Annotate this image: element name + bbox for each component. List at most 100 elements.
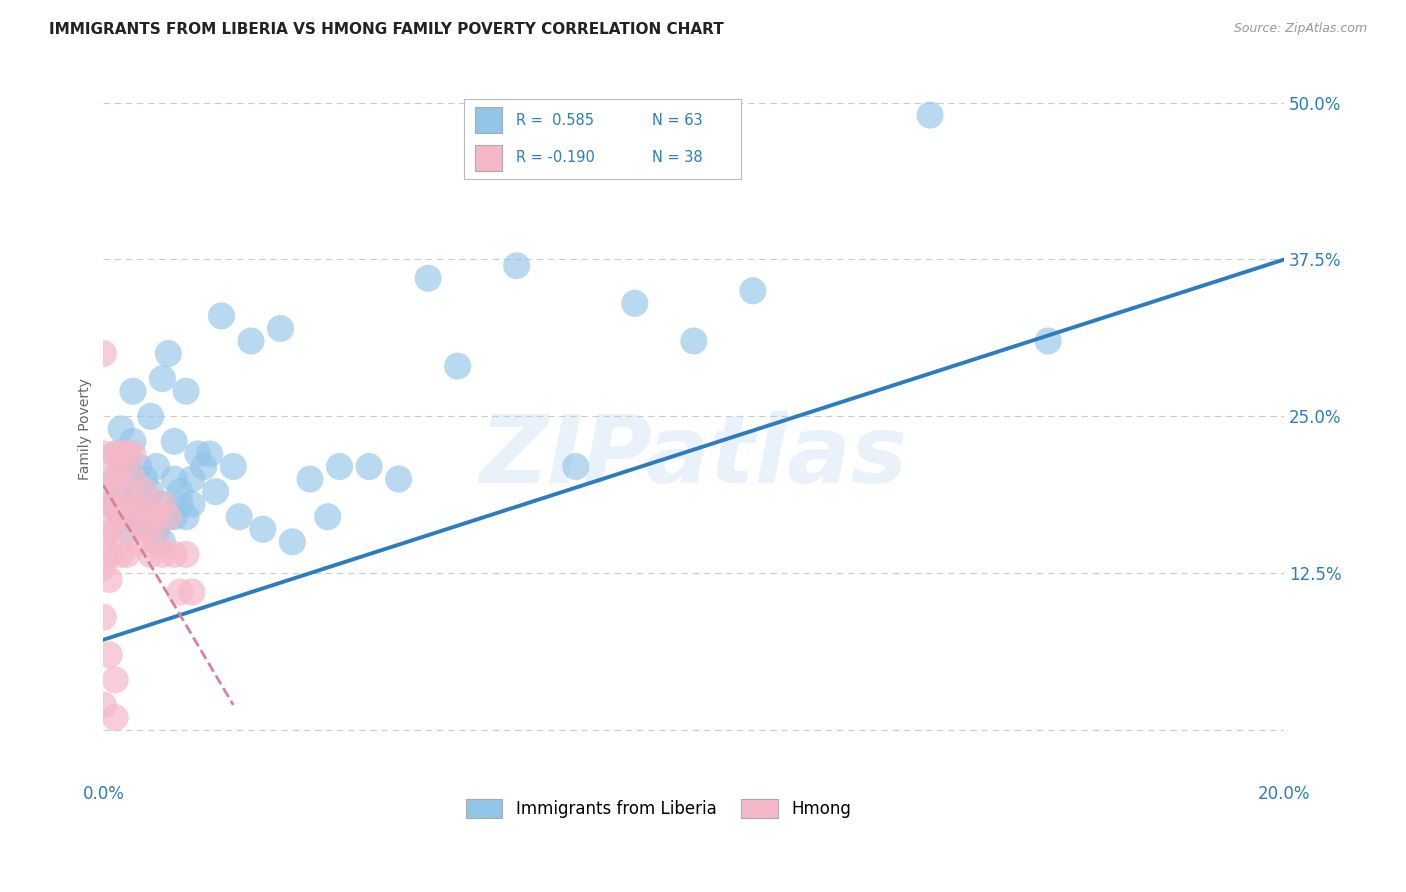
Point	[134, 472, 156, 486]
Point	[93, 698, 115, 712]
Point	[181, 472, 204, 486]
Point	[122, 434, 145, 449]
Point	[169, 497, 191, 511]
Point	[98, 548, 121, 562]
Point	[110, 484, 132, 499]
Point	[204, 484, 226, 499]
Point	[281, 534, 304, 549]
Point	[359, 459, 381, 474]
Point	[299, 472, 322, 486]
Point	[152, 497, 174, 511]
Point	[163, 434, 186, 449]
Y-axis label: Family Poverty: Family Poverty	[79, 378, 93, 480]
Point	[93, 610, 115, 624]
Point	[174, 509, 197, 524]
Point	[134, 522, 156, 536]
Point	[139, 509, 162, 524]
Point	[122, 472, 145, 486]
Point	[174, 548, 197, 562]
Point	[104, 497, 127, 511]
Text: ZIPatlas: ZIPatlas	[479, 411, 908, 503]
Point	[139, 484, 162, 499]
Point	[93, 447, 115, 461]
Point	[139, 548, 162, 562]
Point	[128, 497, 150, 511]
Point	[505, 259, 527, 273]
Point	[139, 409, 162, 424]
Point	[134, 522, 156, 536]
Point	[115, 459, 138, 474]
Point	[122, 497, 145, 511]
Point	[157, 346, 180, 360]
Point	[110, 509, 132, 524]
Point	[252, 522, 274, 536]
Point	[104, 710, 127, 724]
Point	[128, 484, 150, 499]
Point	[187, 447, 209, 461]
Point	[104, 522, 127, 536]
Point	[115, 548, 138, 562]
Point	[98, 522, 121, 536]
Point	[388, 472, 411, 486]
Point	[181, 585, 204, 599]
Point	[181, 497, 204, 511]
Point	[128, 534, 150, 549]
Point	[115, 522, 138, 536]
Point	[98, 497, 121, 511]
Point	[110, 472, 132, 486]
Point	[115, 497, 138, 511]
Point	[98, 497, 121, 511]
Point	[122, 384, 145, 399]
Point	[193, 459, 215, 474]
Point	[152, 534, 174, 549]
Point	[122, 509, 145, 524]
Point	[98, 472, 121, 486]
Point	[115, 497, 138, 511]
Point	[418, 271, 440, 285]
Point	[110, 447, 132, 461]
Point	[110, 509, 132, 524]
Text: IMMIGRANTS FROM LIBERIA VS HMONG FAMILY POVERTY CORRELATION CHART: IMMIGRANTS FROM LIBERIA VS HMONG FAMILY …	[49, 22, 724, 37]
Point	[128, 459, 150, 474]
Point	[134, 497, 156, 511]
Text: Source: ZipAtlas.com: Source: ZipAtlas.com	[1233, 22, 1367, 36]
Point	[564, 459, 586, 474]
Point	[115, 447, 138, 461]
Legend: Immigrants from Liberia, Hmong: Immigrants from Liberia, Hmong	[458, 793, 858, 825]
Point	[682, 334, 704, 348]
Point	[741, 284, 763, 298]
Point	[623, 296, 645, 310]
Point	[169, 585, 191, 599]
Point	[104, 472, 127, 486]
Point	[157, 509, 180, 524]
Point	[174, 384, 197, 399]
Point	[98, 573, 121, 587]
Point	[145, 509, 167, 524]
Point	[211, 309, 233, 323]
Point	[163, 548, 186, 562]
Point	[104, 447, 127, 461]
Point	[98, 648, 121, 662]
Point	[1036, 334, 1059, 348]
Point	[152, 372, 174, 386]
Point	[134, 484, 156, 499]
Point	[110, 422, 132, 436]
Point	[139, 509, 162, 524]
Point	[222, 459, 245, 474]
Point	[447, 359, 470, 373]
Point	[104, 472, 127, 486]
Point	[128, 509, 150, 524]
Point	[163, 472, 186, 486]
Point	[122, 472, 145, 486]
Point	[198, 447, 221, 461]
Point	[122, 447, 145, 461]
Point	[110, 548, 132, 562]
Point	[240, 334, 263, 348]
Point	[145, 459, 167, 474]
Point	[145, 534, 167, 549]
Point	[152, 497, 174, 511]
Point	[93, 534, 115, 549]
Point	[93, 560, 115, 574]
Point	[270, 321, 292, 335]
Point	[157, 509, 180, 524]
